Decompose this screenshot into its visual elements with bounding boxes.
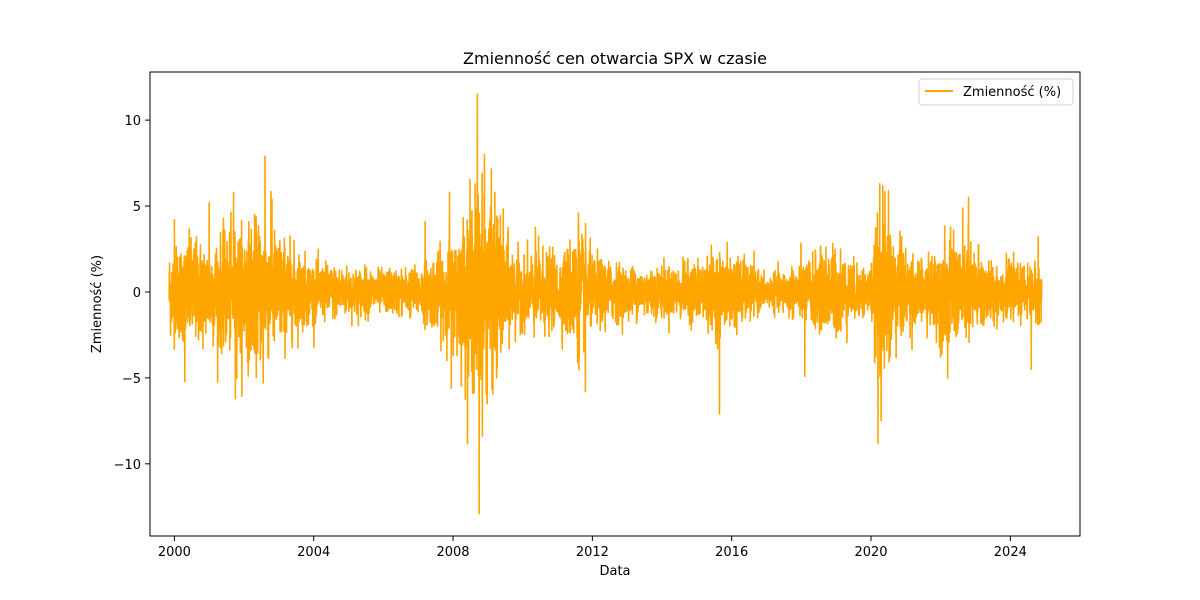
y-tick-label: −5 bbox=[122, 372, 141, 387]
y-tick-label: −10 bbox=[114, 458, 141, 473]
series-line-volatility bbox=[168, 93, 1043, 515]
x-tick-label: 2016 bbox=[715, 545, 748, 560]
y-axis: 10 5 0 −5 −10 bbox=[114, 114, 150, 473]
plot-frame bbox=[149, 71, 1081, 537]
plot-area bbox=[149, 71, 1081, 537]
x-tick-label: 2020 bbox=[854, 545, 887, 560]
legend-entry: Zmienność (%) bbox=[963, 85, 1061, 100]
legend-box bbox=[918, 78, 1074, 106]
y-tick-label: 0 bbox=[133, 286, 141, 301]
series-layer bbox=[168, 93, 1043, 515]
y-tick-label: 10 bbox=[124, 114, 141, 129]
x-tick-label: 2012 bbox=[576, 545, 609, 560]
y-tick-label: 5 bbox=[133, 200, 141, 215]
y-axis-label: Zmienność (%) bbox=[90, 255, 105, 353]
x-tick-label: 2008 bbox=[436, 545, 469, 560]
x-tick-label: 2024 bbox=[994, 545, 1027, 560]
x-tick-label: 2000 bbox=[158, 545, 191, 560]
legend: Zmienność (%) bbox=[918, 78, 1074, 106]
x-tick-label: 2004 bbox=[297, 545, 330, 560]
chart-title: Zmienność cen otwarcia SPX w czasie bbox=[463, 49, 767, 68]
x-axis-label: Data bbox=[599, 564, 630, 579]
x-axis: 2000 2004 2008 2012 2016 2020 2024 bbox=[158, 536, 1027, 560]
